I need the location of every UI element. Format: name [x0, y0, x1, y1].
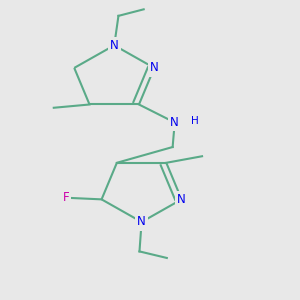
Text: N: N — [110, 39, 118, 52]
Text: F: F — [62, 191, 69, 204]
Text: N: N — [137, 215, 146, 229]
Text: H: H — [191, 116, 199, 126]
Text: N: N — [177, 193, 186, 206]
Text: N: N — [170, 116, 179, 129]
Text: N: N — [150, 61, 159, 74]
